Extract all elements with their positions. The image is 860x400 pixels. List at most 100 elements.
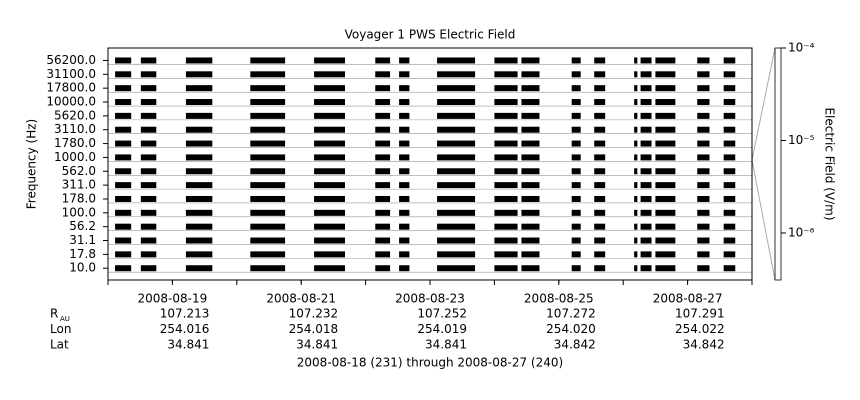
data-segment: [185, 57, 213, 64]
data-segment: [375, 57, 391, 64]
data-segment: [571, 209, 581, 216]
data-segment: [655, 71, 676, 78]
data-segment: [723, 265, 736, 272]
data-segment: [399, 99, 410, 106]
data-segment: [494, 99, 518, 106]
data-segment: [494, 154, 518, 161]
data-segment: [571, 154, 581, 161]
data-segment: [437, 99, 476, 106]
data-segment: [375, 99, 391, 106]
data-segment: [521, 251, 540, 258]
data-segment: [437, 251, 476, 258]
data-segment: [494, 182, 518, 189]
data-segment: [140, 71, 157, 78]
colorbar-label: Electric Field (V/m): [823, 107, 837, 220]
data-segment: [140, 251, 157, 258]
data-segment: [723, 126, 736, 133]
data-segment: [697, 251, 710, 258]
data-segment: [115, 154, 132, 161]
data-segment: [723, 237, 736, 244]
data-segment: [494, 168, 518, 175]
data-segment: [640, 209, 652, 216]
data-segment: [437, 126, 476, 133]
y-tick-label: 17.8: [69, 247, 96, 261]
data-segment: [634, 209, 638, 216]
data-segment: [521, 168, 540, 175]
data-segment: [697, 126, 710, 133]
y-tick-label: 31.1: [69, 233, 96, 247]
data-segment: [521, 71, 540, 78]
data-segment: [571, 57, 581, 64]
data-segment: [250, 237, 286, 244]
y-tick-label: 17800.0: [46, 81, 96, 95]
data-segment: [115, 71, 132, 78]
data-segment: [185, 168, 213, 175]
ephemeris-value: 34.841: [425, 338, 467, 352]
data-segment: [140, 85, 157, 92]
data-segment: [697, 223, 710, 230]
data-segment: [640, 99, 652, 106]
data-segment: [115, 223, 132, 230]
data-segment: [697, 209, 710, 216]
data-segment: [399, 265, 410, 272]
data-segment: [634, 237, 638, 244]
data-segment: [494, 209, 518, 216]
data-segment: [437, 140, 476, 147]
data-segment: [185, 223, 213, 230]
data-segment: [640, 223, 652, 230]
data-segment: [250, 71, 286, 78]
data-segment: [140, 140, 157, 147]
data-segment: [185, 195, 213, 202]
data-segment: [314, 140, 345, 147]
data-segment: [375, 209, 391, 216]
data-segment: [399, 126, 410, 133]
ephemeris-label: Lon: [50, 322, 71, 336]
data-segment: [571, 223, 581, 230]
data-segment: [655, 112, 676, 119]
data-segment: [697, 71, 710, 78]
data-segment: [250, 112, 286, 119]
y-tick-label: 100.0: [62, 205, 96, 219]
data-segment: [594, 140, 606, 147]
ephemeris-value: 34.841: [296, 338, 338, 352]
data-segment: [115, 195, 132, 202]
ephemeris-label: R: [50, 307, 58, 321]
data-segment: [594, 209, 606, 216]
data-segment: [723, 71, 736, 78]
data-segment: [437, 168, 476, 175]
data-segment: [655, 57, 676, 64]
data-segment: [655, 168, 676, 175]
data-segment: [437, 85, 476, 92]
data-segment: [399, 223, 410, 230]
data-segment: [697, 237, 710, 244]
data-segment: [314, 85, 345, 92]
data-segment: [655, 265, 676, 272]
ephemeris-value: 34.842: [554, 338, 596, 352]
data-segment: [494, 57, 518, 64]
data-segment: [655, 154, 676, 161]
data-segment: [140, 195, 157, 202]
data-segment: [314, 57, 345, 64]
data-segment: [399, 251, 410, 258]
data-segment: [494, 265, 518, 272]
data-segment: [185, 71, 213, 78]
data-segment: [185, 251, 213, 258]
data-segment: [594, 182, 606, 189]
y-tick-label: 178.0: [62, 191, 96, 205]
data-segment: [494, 71, 518, 78]
data-segment: [399, 195, 410, 202]
data-segment: [640, 168, 652, 175]
data-segment: [115, 265, 132, 272]
data-segment: [314, 168, 345, 175]
data-segment: [655, 223, 676, 230]
data-segment: [634, 265, 638, 272]
data-segment: [140, 265, 157, 272]
data-segment: [375, 223, 391, 230]
data-segment: [437, 237, 476, 244]
data-segment: [250, 195, 286, 202]
data-segment: [185, 154, 213, 161]
data-segment: [115, 126, 132, 133]
data-segment: [437, 112, 476, 119]
y-tick-label: 311.0: [62, 178, 96, 192]
data-segment: [655, 209, 676, 216]
